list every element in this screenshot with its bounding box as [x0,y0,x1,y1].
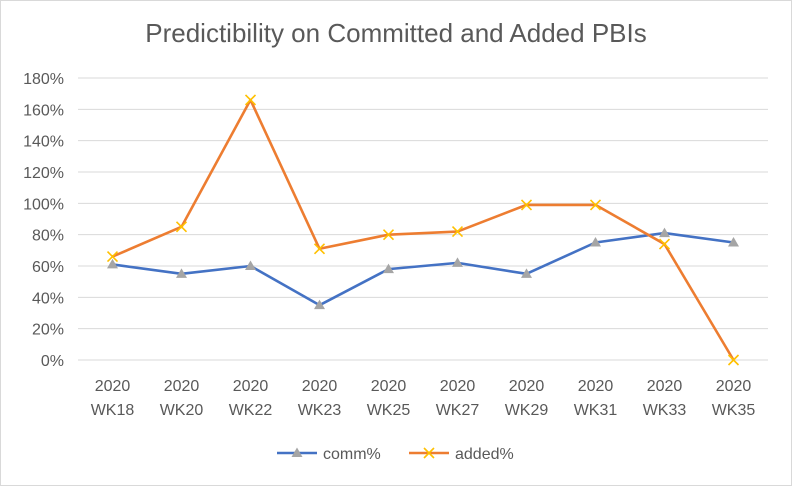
y-tick-label: 60% [32,259,64,276]
x-tick-label: 2020 WK35 [712,378,756,419]
legend-marker [423,447,435,459]
x-tick-label: 2020 WK22 [229,378,273,419]
data-point [382,229,395,241]
data-point [106,251,119,263]
y-tick-label: 0% [41,353,64,370]
series-line [111,98,735,361]
legend-label: comm% [323,446,381,463]
series-0 [107,227,739,310]
x-tick-label: 2020 WK27 [436,378,480,419]
series-line [112,231,734,307]
y-tick-label: 140% [23,134,64,151]
series-lines [106,94,740,366]
y-tick-label: 120% [23,165,64,182]
x-tick-label: 2020 WK23 [298,378,342,419]
data-point [659,227,670,238]
x-tick-label: 2020 WK18 [91,378,135,419]
data-point [244,94,257,106]
chart-title: Predictibility on Committed and Added PB… [145,18,647,48]
legend-marker [291,447,303,457]
legend-item: added% [409,446,514,463]
legend-label: added% [455,446,514,463]
y-tick-label: 160% [23,102,64,119]
data-point [521,268,532,278]
data-point [590,237,601,247]
data-point [314,299,325,310]
data-point [658,238,671,250]
x-axis-ticks: 2020 WK18 2020 WK20 2020 WK22 2020 WK23 2020 WK25… [91,378,756,419]
data-point [727,354,740,366]
gridlines [78,77,768,361]
x-tick-label: 2020 WK31 [574,378,618,419]
legend-item: comm% [277,446,381,463]
y-tick-label: 80% [32,228,64,245]
data-point [107,258,118,269]
y-tick-label: 100% [23,196,64,213]
x-tick-label: 2020 WK25 [367,378,411,419]
data-point [589,199,602,211]
data-point [245,260,256,270]
data-point [452,257,463,267]
y-tick-label: 180% [23,71,64,88]
legend: comm% added% [277,446,514,463]
y-axis-ticks: 0% 20% 40% 60% 80% 100% 120% 140% 160% 180% [23,71,64,370]
y-tick-label: 20% [32,322,64,339]
x-tick-label: 2020 WK33 [643,378,687,419]
data-point [313,243,326,255]
data-point [175,221,188,233]
series-1 [106,94,740,366]
data-point [728,237,739,247]
x-tick-label: 2020 WK20 [160,378,204,419]
y-tick-label: 40% [32,290,64,307]
x-tick-label: 2020 WK29 [505,378,549,419]
data-point [176,268,187,278]
data-point [520,199,533,211]
data-point [383,263,394,274]
data-point [451,225,464,238]
